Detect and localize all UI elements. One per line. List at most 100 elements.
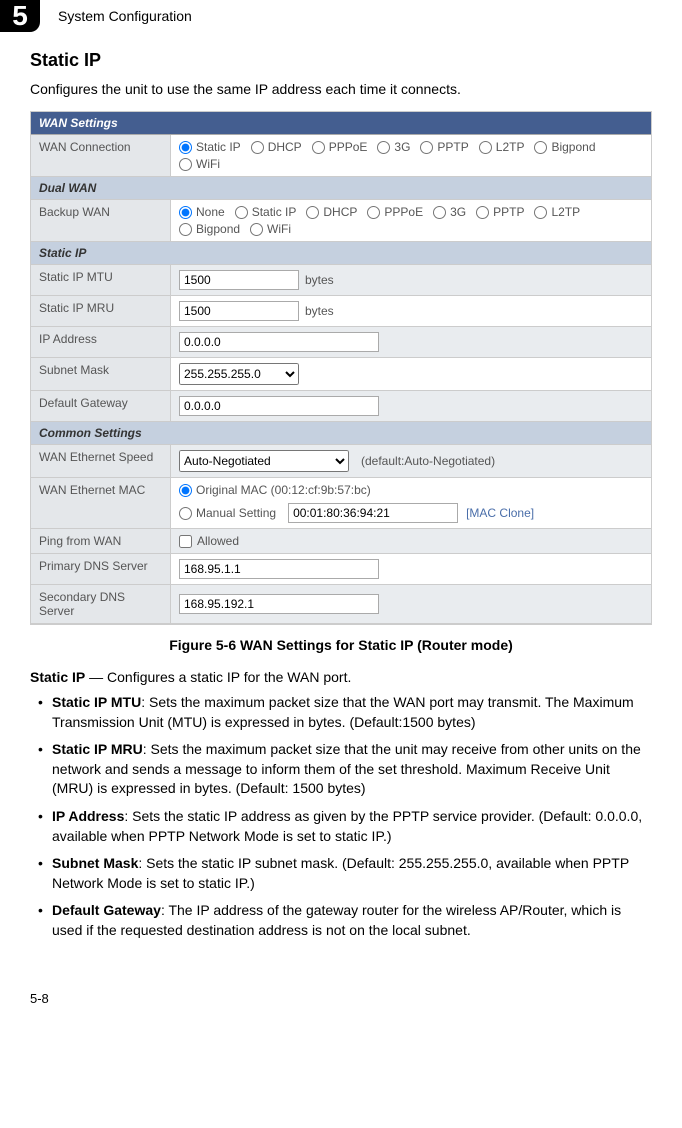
radio-label: PPTP bbox=[493, 205, 524, 219]
input-static-mru[interactable] bbox=[179, 301, 299, 321]
chapter-number: 5 bbox=[0, 0, 40, 32]
row-secondary-dns: Secondary DNS Server bbox=[31, 585, 651, 624]
checkbox-ping-wan[interactable] bbox=[179, 535, 192, 548]
note-wan-speed: (default:Auto-Negotiated) bbox=[361, 454, 495, 468]
row-static-mtu: Static IP MTU bytes bbox=[31, 265, 651, 296]
input-static-mtu[interactable] bbox=[179, 270, 299, 290]
radio-wanconn-static-ip-input[interactable] bbox=[179, 141, 192, 154]
radio-label: L2TP bbox=[551, 205, 580, 219]
wan-settings-panel: WAN Settings WAN Connection Static IPDHC… bbox=[30, 111, 652, 625]
row-backup-wan: Backup WAN None Static IP DHCP PPPoE 3G PPTP L… bbox=[31, 200, 651, 242]
label-ping-wan: Ping from WAN bbox=[31, 529, 171, 553]
radio-backupwan-none-input[interactable] bbox=[179, 206, 192, 219]
description-item-rest: : Sets the static IP address as given by… bbox=[52, 808, 642, 844]
radio-backupwan-dhcp-input[interactable] bbox=[306, 206, 319, 219]
radio-wanconn-3g: 3G bbox=[377, 140, 410, 154]
radio-label: DHCP bbox=[268, 140, 302, 154]
radio-wanconn-pppoe-input[interactable] bbox=[312, 141, 325, 154]
label-manual-mac: Manual Setting bbox=[196, 506, 276, 520]
radio-label: WiFi bbox=[267, 222, 291, 236]
radio-wanconn-bigpond-input[interactable] bbox=[534, 141, 547, 154]
unit-static-mru: bytes bbox=[305, 304, 334, 318]
radio-backupwan-pppoe-input[interactable] bbox=[367, 206, 380, 219]
label-static-mtu: Static IP MTU bbox=[31, 265, 171, 295]
description-item-bold: Default Gateway bbox=[52, 902, 161, 918]
radio-backupwan-l2tp-input[interactable] bbox=[534, 206, 547, 219]
radio-wanconn-pptp-input[interactable] bbox=[420, 141, 433, 154]
description-item: Default Gateway: The IP address of the g… bbox=[30, 901, 652, 940]
wan-connection-options: Static IP DHCP PPPoE 3G PPTP L2TP Bigpond WiFi bbox=[171, 135, 651, 176]
radio-wanconn-dhcp-input[interactable] bbox=[251, 141, 264, 154]
radio-wanconn-l2tp-input[interactable] bbox=[479, 141, 492, 154]
content-static-mru: bytes bbox=[171, 296, 651, 326]
input-default-gateway[interactable] bbox=[179, 396, 379, 416]
content-ip-address bbox=[171, 327, 651, 357]
radio-label: L2TP bbox=[496, 140, 525, 154]
radio-label: Bigpond bbox=[196, 222, 240, 236]
radio-backupwan-wifi: WiFi bbox=[250, 222, 291, 236]
radio-wanconn-pppoe: PPPoE bbox=[312, 140, 368, 154]
radio-label: None bbox=[196, 205, 225, 219]
description-item: Static IP MRU: Sets the maximum packet s… bbox=[30, 740, 652, 799]
label-secondary-dns: Secondary DNS Server bbox=[31, 585, 171, 623]
description-item-bold: Static IP MRU bbox=[52, 741, 143, 757]
description-list: Static IP MTU: Sets the maximum packet s… bbox=[30, 693, 652, 941]
label-static-mru: Static IP MRU bbox=[31, 296, 171, 326]
input-ip-address[interactable] bbox=[179, 332, 379, 352]
radio-backupwan-bigpond-input[interactable] bbox=[179, 223, 192, 236]
content-wan-speed: Auto-Negotiated (default:Auto-Negotiated… bbox=[171, 445, 651, 477]
radio-backupwan-wifi-input[interactable] bbox=[250, 223, 263, 236]
select-wan-speed[interactable]: Auto-Negotiated bbox=[179, 450, 349, 472]
radio-wanconn-static-ip: Static IP bbox=[179, 140, 241, 154]
row-static-mru: Static IP MRU bytes bbox=[31, 296, 651, 327]
chapter-title: System Configuration bbox=[58, 8, 192, 24]
radio-original-mac[interactable] bbox=[179, 484, 192, 497]
radio-backupwan-pptp-input[interactable] bbox=[476, 206, 489, 219]
radio-label: 3G bbox=[450, 205, 466, 219]
row-default-gateway: Default Gateway bbox=[31, 391, 651, 422]
radio-backupwan-none: None bbox=[179, 205, 225, 219]
radio-backupwan-static-ip: Static IP bbox=[235, 205, 297, 219]
page-number: 5-8 bbox=[30, 991, 652, 1006]
radio-label: Bigpond bbox=[551, 140, 595, 154]
row-ping-wan: Ping from WAN Allowed bbox=[31, 529, 651, 554]
unit-static-mtu: bytes bbox=[305, 273, 334, 287]
label-ip-address: IP Address bbox=[31, 327, 171, 357]
description-item-bold: IP Address bbox=[52, 808, 124, 824]
radio-original-mac-wrap: Original MAC (00:12:cf:9b:57:bc) bbox=[179, 483, 371, 497]
radio-label: Static IP bbox=[196, 140, 241, 154]
radio-wanconn-dhcp: DHCP bbox=[251, 140, 302, 154]
label-wan-connection: WAN Connection bbox=[31, 135, 171, 176]
link-mac-clone[interactable]: [MAC Clone] bbox=[466, 506, 534, 520]
radio-wanconn-wifi: WiFi bbox=[179, 157, 220, 171]
section-intro: Configures the unit to use the same IP a… bbox=[30, 81, 652, 97]
input-secondary-dns[interactable] bbox=[179, 594, 379, 614]
radio-backupwan-pppoe: PPPoE bbox=[367, 205, 423, 219]
description-item-bold: Static IP MTU bbox=[52, 694, 141, 710]
description-item: Static IP MTU: Sets the maximum packet s… bbox=[30, 693, 652, 732]
radio-manual-mac[interactable] bbox=[179, 507, 192, 520]
content-primary-dns bbox=[171, 554, 651, 584]
content-subnet-mask: 255.255.255.0 bbox=[171, 358, 651, 390]
input-primary-dns[interactable] bbox=[179, 559, 379, 579]
radio-wanconn-wifi-input[interactable] bbox=[179, 158, 192, 171]
radio-wanconn-pptp: PPTP bbox=[420, 140, 468, 154]
radio-backupwan-l2tp: L2TP bbox=[534, 205, 580, 219]
input-manual-mac[interactable] bbox=[288, 503, 458, 523]
radio-backupwan-3g-input[interactable] bbox=[433, 206, 446, 219]
radio-backupwan-dhcp: DHCP bbox=[306, 205, 357, 219]
select-subnet-mask[interactable]: 255.255.255.0 bbox=[179, 363, 299, 385]
dual-wan-header: Dual WAN bbox=[31, 177, 651, 200]
backup-wan-options: None Static IP DHCP PPPoE 3G PPTP L2TP Bigpond W… bbox=[171, 200, 651, 241]
label-subnet-mask: Subnet Mask bbox=[31, 358, 171, 390]
radio-label: PPPoE bbox=[384, 205, 423, 219]
description-lead: Static IP — Configures a static IP for t… bbox=[30, 669, 652, 685]
radio-backupwan-static-ip-input[interactable] bbox=[235, 206, 248, 219]
row-wan-mac: WAN Ethernet MAC Original MAC (00:12:cf:… bbox=[31, 478, 651, 529]
radio-label: DHCP bbox=[323, 205, 357, 219]
content-static-mtu: bytes bbox=[171, 265, 651, 295]
radio-wanconn-3g-input[interactable] bbox=[377, 141, 390, 154]
radio-wanconn-l2tp: L2TP bbox=[479, 140, 525, 154]
label-primary-dns: Primary DNS Server bbox=[31, 554, 171, 584]
label-backup-wan: Backup WAN bbox=[31, 200, 171, 241]
